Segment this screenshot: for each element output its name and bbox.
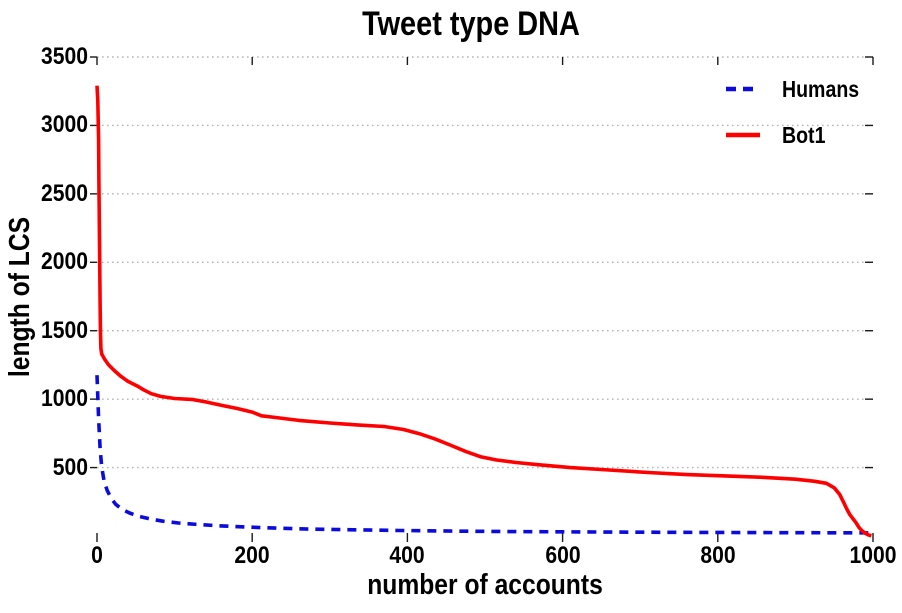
x-tick-label: 800 <box>700 542 736 569</box>
legend-label-bot1: Bot1 <box>782 121 826 148</box>
y-axis-label: length of LCS <box>4 216 36 378</box>
bot1-line <box>95 85 872 538</box>
x-tick-label: 400 <box>389 542 426 569</box>
y-tick-label: 3500 <box>41 43 88 70</box>
x-tick-label: 600 <box>544 542 581 569</box>
legend-row-humans: Humans <box>726 66 873 112</box>
y-tick-label: 2000 <box>41 248 88 276</box>
chart-title: Tweet type DNA <box>362 5 580 43</box>
y-tick-label: 500 <box>52 453 88 481</box>
humans-line <box>95 375 874 535</box>
y-tick-label: 3000 <box>41 111 88 139</box>
legend-label-humans: Humans <box>782 75 860 102</box>
legend: Humans Bot1 <box>726 66 873 158</box>
x-tick-label: 0 <box>91 542 103 569</box>
legend-row-bot1: Bot1 <box>726 112 873 158</box>
x-tick-label: 200 <box>234 542 270 569</box>
humans-line-sample <box>726 86 760 92</box>
x-tick-label: 1000 <box>849 542 897 569</box>
x-axis-label: number of accounts <box>367 569 603 601</box>
bot1-line-sample <box>726 132 760 138</box>
y-tick-label: 1500 <box>41 316 88 344</box>
y-tick-label: 1000 <box>41 385 88 413</box>
y-tick-label: 2500 <box>41 179 88 207</box>
